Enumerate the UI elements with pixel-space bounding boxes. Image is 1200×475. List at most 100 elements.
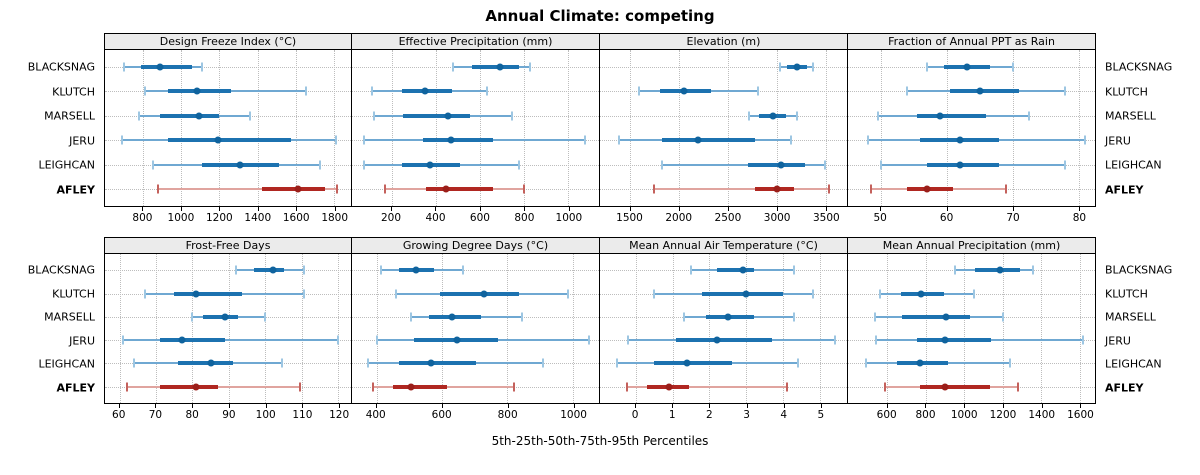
interquartile-bar-25-75 [917,338,992,343]
axis-tick [180,207,182,211]
median-dot [694,136,702,144]
median-dot [739,266,747,274]
axis-tick [886,404,888,408]
median-dot [724,313,732,321]
gridline-vertical [635,254,637,403]
panel-body [847,50,1096,207]
gridline-vertical [925,254,927,403]
median-dot [156,63,164,71]
median-dot [427,359,435,367]
gridline-vertical [257,50,259,206]
whisker-cap-95th [789,135,792,145]
whisker-cap-95th [1001,312,1004,322]
panel-strip: Mean Annual Precipitation (mm) [847,237,1096,254]
interquartile-bar-25-75 [141,65,192,70]
axis-tick-label: 0 [631,409,639,421]
station-label: AFLEY [56,183,95,197]
panel-body [599,254,848,404]
interquartile-bar-25-75 [174,291,242,296]
axis-tick [678,207,680,211]
median-dot [214,136,222,144]
whisker-cap-5th [235,265,238,275]
axis-tick-label: 400 [425,212,446,224]
gridline-vertical [572,254,574,403]
median-dot [447,136,455,144]
whisker-cap-95th [521,312,524,322]
whisker-cap-95th [334,135,337,145]
median-dot [453,336,461,344]
whisker-cap-95th [756,86,759,96]
axis-tick-label: 1600 [1067,409,1094,421]
axis-tick-label: 1500 [616,212,643,224]
panel-strip: Growing Degree Days (°C) [351,237,600,254]
whisker-cap-5th [866,135,869,145]
gridline-vertical [119,254,121,403]
panel-body [599,50,848,207]
panel-x-axis: 60 70 80 90 100 110 120 [104,404,352,430]
station-label: LEIGHCAN [1105,357,1162,371]
axis-tick-label: 1600 [282,212,310,224]
interquartile-bar-25-75 [160,113,220,118]
median-dot [195,112,203,120]
axis-tick [339,404,341,408]
panel-x-axis: 1500 2000 2500 3000 3500 [599,207,848,233]
whisker-cap-95th [785,382,788,392]
axis-tick-label: 1000 [560,409,587,421]
station-labels-left-bottom: BLACKSNAG KLUTCH MARSELL JERU LEIGHCAN AFLEY [0,254,104,404]
whisker-cap-95th [305,86,308,96]
panel-strip: Effective Precipitation (mm) [351,33,600,50]
axis-tick [257,207,259,211]
axis-tick-label: 3500 [812,212,840,224]
panel-strip-title: Design Freeze Index (°C) [159,35,297,48]
axis-tick-label: 1400 [1028,409,1056,421]
axis-tick [777,207,779,211]
axis-tick-label: 1000 [950,409,978,421]
whisker-cap-5th [873,312,876,322]
median-dot [207,359,215,367]
axis-tick-label: 1000 [167,212,195,224]
axis-tick-label: 60 [939,212,954,224]
panel-body [847,254,1096,404]
gridline-vertical [1079,254,1081,403]
axis-tick-label: 60 [112,409,126,421]
median-dot [444,112,452,120]
whisker-cap-95th [1064,160,1067,170]
interquartile-bar-25-75 [425,186,494,191]
median-dot [916,359,924,367]
axis-tick [568,207,570,211]
median-dot [221,313,229,321]
median-dot [412,266,420,274]
median-dot [193,87,201,95]
gridline-vertical [783,254,785,403]
gridline-vertical [435,50,437,206]
panel-body [104,254,352,404]
whisker-cap-5th [151,160,154,170]
gridline-vertical [727,50,729,206]
axis-tick-label: 1000 [555,212,583,224]
gridline-horizontal [105,67,351,69]
axis-tick [635,404,637,408]
whisker-cap-95th [588,335,591,345]
axis-tick-label: 1 [668,409,676,421]
interquartile-bar-25-75 [159,338,226,343]
station-label: LEIGHCAN [1105,158,1162,172]
whisker-cap-95th [462,265,465,275]
axis-tick-label: 800 [497,409,518,421]
axis-tick [302,404,304,408]
whisker-cap-5th [625,382,628,392]
whisker-cap-5th [133,358,136,368]
axis-tick [1041,404,1043,408]
median-dot [192,383,200,391]
whisker-cap-95th [566,289,569,299]
axis-tick [672,404,674,408]
axis-tick-label: 1200 [989,409,1017,421]
whisker-cap-5th [616,358,619,368]
whisker-cap-95th [583,135,586,145]
axis-tick [375,404,377,408]
whisker-cap-95th [542,358,545,368]
axis-tick [946,207,948,211]
whisker-cap-95th [298,382,301,392]
whisker-cap-95th [523,184,525,194]
station-label: JERU [69,334,95,348]
